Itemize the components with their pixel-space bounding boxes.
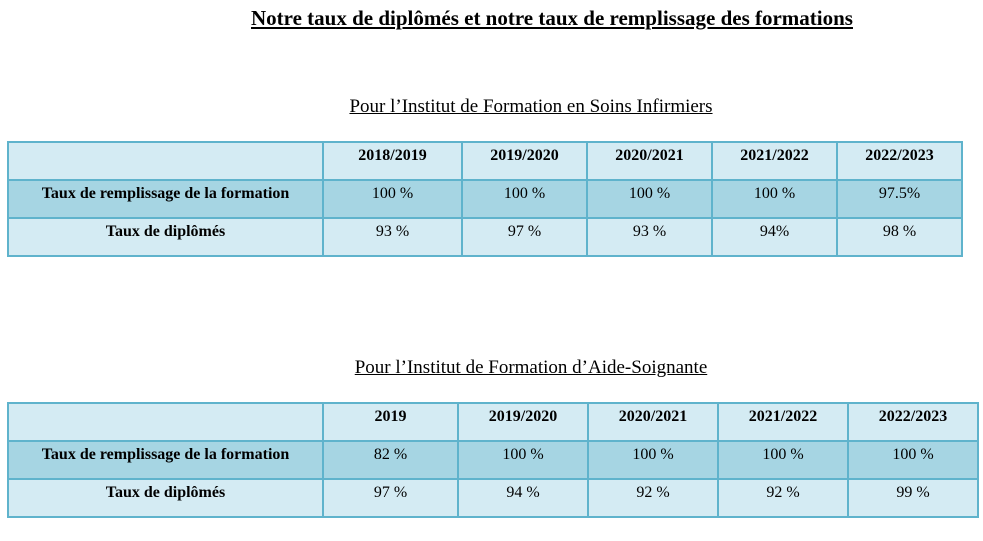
- table-cell: 97 %: [461, 217, 588, 257]
- row-label: Taux de remplissage de la formation: [7, 179, 324, 219]
- table-cell: 100 %: [717, 440, 849, 480]
- ifas-table-caption: Pour l’Institut de Formation d’Aide-Soig…: [354, 357, 708, 378]
- header-cell-year: 2022/2023: [836, 141, 963, 181]
- table-row-graduation-rate: Taux de diplômés 97 % 94 % 92 % 92 % 99 …: [7, 478, 979, 518]
- header-cell-empty: [7, 141, 324, 181]
- table-cell: 97.5%: [836, 179, 963, 219]
- table-cell: 100 %: [586, 179, 713, 219]
- table-cell: 92 %: [717, 478, 849, 518]
- table-cell: 98 %: [836, 217, 963, 257]
- page-title: Notre taux de diplômés et notre taux de …: [251, 6, 853, 30]
- ifsi-rates-table: 2018/2019 2019/2020 2020/2021 2021/2022 …: [7, 141, 963, 257]
- table-cell: 94%: [711, 217, 838, 257]
- table-cell: 94 %: [457, 478, 589, 518]
- table-row-graduation-rate: Taux de diplômés 93 % 97 % 93 % 94% 98 %: [7, 217, 963, 257]
- table-cell: 100 %: [457, 440, 589, 480]
- row-label: Taux de diplômés: [7, 478, 324, 518]
- table-cell: 82 %: [322, 440, 459, 480]
- row-label: Taux de diplômés: [7, 217, 324, 257]
- ifsi-table-caption: Pour l’Institut de Formation en Soins In…: [349, 96, 713, 117]
- table-row-fill-rate: Taux de remplissage de la formation 82 %…: [7, 440, 979, 480]
- header-cell-year: 2019/2020: [457, 402, 589, 442]
- table-cell: 100 %: [847, 440, 979, 480]
- header-cell-empty: [7, 402, 324, 442]
- table-row-fill-rate: Taux de remplissage de la formation 100 …: [7, 179, 963, 219]
- table-header-row: 2018/2019 2019/2020 2020/2021 2021/2022 …: [7, 141, 963, 181]
- header-cell-year: 2021/2022: [711, 141, 838, 181]
- header-cell-year: 2020/2021: [586, 141, 713, 181]
- header-cell-year: 2018/2019: [322, 141, 463, 181]
- ifas-rates-table: 2019 2019/2020 2020/2021 2021/2022 2022/…: [7, 402, 979, 518]
- header-cell-year: 2019: [322, 402, 459, 442]
- row-label: Taux de remplissage de la formation: [7, 440, 324, 480]
- header-cell-year: 2021/2022: [717, 402, 849, 442]
- table-cell: 93 %: [322, 217, 463, 257]
- table-header-row: 2019 2019/2020 2020/2021 2021/2022 2022/…: [7, 402, 979, 442]
- table-cell: 100 %: [587, 440, 719, 480]
- table-cell: 100 %: [461, 179, 588, 219]
- table-cell: 100 %: [322, 179, 463, 219]
- header-cell-year: 2020/2021: [587, 402, 719, 442]
- table-cell: 93 %: [586, 217, 713, 257]
- table-cell: 97 %: [322, 478, 459, 518]
- table-cell: 99 %: [847, 478, 979, 518]
- header-cell-year: 2022/2023: [847, 402, 979, 442]
- table-cell: 100 %: [711, 179, 838, 219]
- header-cell-year: 2019/2020: [461, 141, 588, 181]
- table-cell: 92 %: [587, 478, 719, 518]
